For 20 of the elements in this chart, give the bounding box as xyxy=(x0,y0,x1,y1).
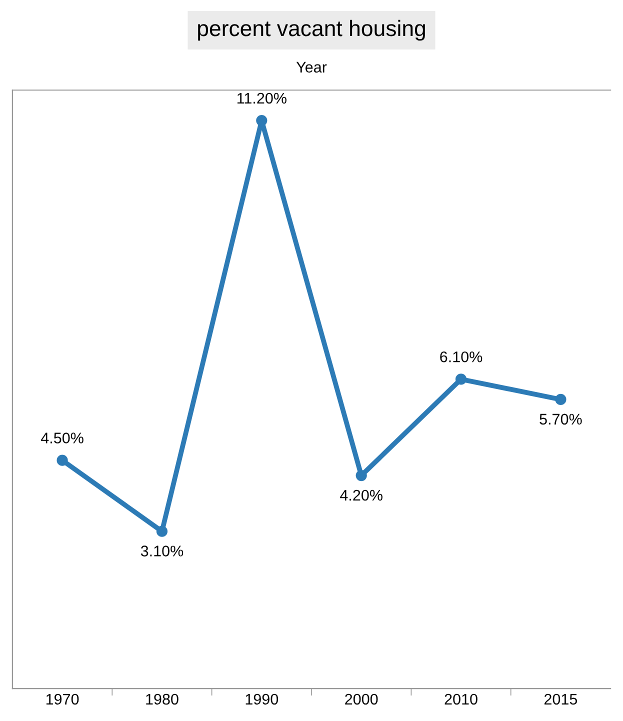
point xyxy=(56,454,68,466)
data-label: 4.20% xyxy=(340,490,382,501)
data-label: 6.10% xyxy=(440,351,482,362)
chart-title: percent vacant housing xyxy=(198,20,425,41)
x-tick-label: 1990 xyxy=(246,694,278,705)
x-tick-label: 1970 xyxy=(46,694,79,705)
data-label: 4.50% xyxy=(40,432,84,444)
data-label: 11.20% xyxy=(237,92,286,104)
point xyxy=(156,526,168,537)
point xyxy=(256,115,268,126)
point xyxy=(455,374,467,385)
x-tick-label: 2015 xyxy=(544,694,578,705)
x-tick-label: 2010 xyxy=(444,694,478,705)
x-axis-title: Year xyxy=(296,62,327,73)
data-label: 5.70% xyxy=(540,414,582,425)
point xyxy=(555,394,566,406)
x-tick-label: 2000 xyxy=(345,694,378,705)
x-tick-label: 1980 xyxy=(146,694,178,705)
point xyxy=(356,470,367,482)
data-label: 3.10% xyxy=(140,546,184,556)
